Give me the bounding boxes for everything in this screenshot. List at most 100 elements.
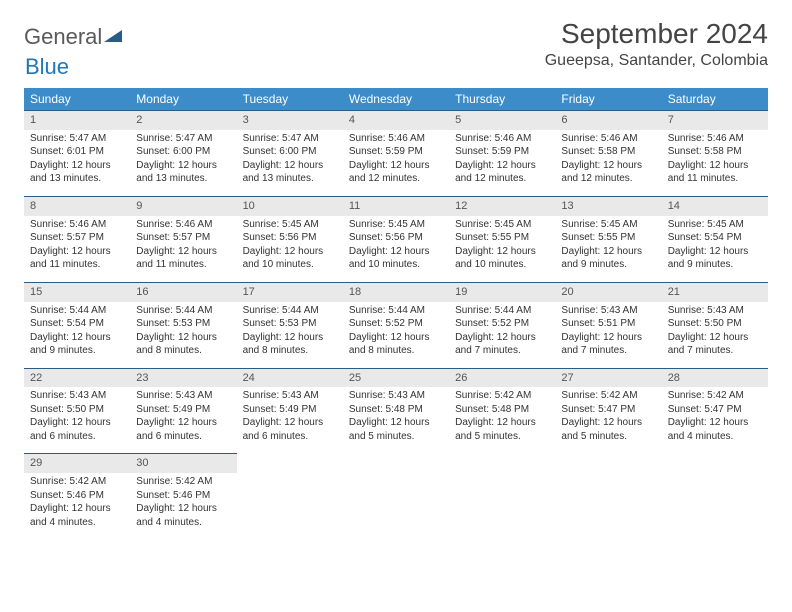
- calendar-day-cell: 29Sunrise: 5:42 AMSunset: 5:46 PMDayligh…: [24, 453, 130, 539]
- calendar-day-cell: 30Sunrise: 5:42 AMSunset: 5:46 PMDayligh…: [130, 453, 236, 539]
- calendar-head: SundayMondayTuesdayWednesdayThursdayFrid…: [24, 88, 768, 110]
- sunset-line: Sunset: 5:48 PM: [455, 403, 549, 417]
- daylight-line: Daylight: 12 hours and 13 minutes.: [243, 159, 337, 186]
- daylight-line: Daylight: 12 hours and 13 minutes.: [30, 159, 124, 186]
- brand-triangle-icon: [104, 24, 124, 50]
- day-number: 17: [237, 282, 343, 302]
- calendar-day-cell: 23Sunrise: 5:43 AMSunset: 5:49 PMDayligh…: [130, 368, 236, 454]
- day-body: Sunrise: 5:46 AMSunset: 5:58 PMDaylight:…: [662, 130, 768, 196]
- weekday-header: Wednesday: [343, 88, 449, 110]
- calendar-day-cell: 7Sunrise: 5:46 AMSunset: 5:58 PMDaylight…: [662, 110, 768, 196]
- sunrise-line: Sunrise: 5:43 AM: [243, 389, 337, 403]
- day-number: 3: [237, 110, 343, 130]
- sunrise-line: Sunrise: 5:45 AM: [561, 218, 655, 232]
- day-number: 16: [130, 282, 236, 302]
- calendar-day-cell: 1Sunrise: 5:47 AMSunset: 6:01 PMDaylight…: [24, 110, 130, 196]
- day-body: Sunrise: 5:44 AMSunset: 5:52 PMDaylight:…: [343, 302, 449, 368]
- day-number: 12: [449, 196, 555, 216]
- calendar-day-cell: 2Sunrise: 5:47 AMSunset: 6:00 PMDaylight…: [130, 110, 236, 196]
- sunset-line: Sunset: 5:46 PM: [136, 489, 230, 503]
- day-body: Sunrise: 5:46 AMSunset: 5:57 PMDaylight:…: [24, 216, 130, 282]
- daylight-line: Daylight: 12 hours and 4 minutes.: [136, 502, 230, 529]
- day-number: 18: [343, 282, 449, 302]
- calendar-day-cell: 18Sunrise: 5:44 AMSunset: 5:52 PMDayligh…: [343, 282, 449, 368]
- day-body: Sunrise: 5:44 AMSunset: 5:53 PMDaylight:…: [237, 302, 343, 368]
- weekday-row: SundayMondayTuesdayWednesdayThursdayFrid…: [24, 88, 768, 110]
- daylight-line: Daylight: 12 hours and 13 minutes.: [136, 159, 230, 186]
- calendar-day-cell: 24Sunrise: 5:43 AMSunset: 5:49 PMDayligh…: [237, 368, 343, 454]
- day-number: 2: [130, 110, 236, 130]
- daylight-line: Daylight: 12 hours and 10 minutes.: [243, 245, 337, 272]
- day-body: Sunrise: 5:43 AMSunset: 5:50 PMDaylight:…: [24, 387, 130, 453]
- sunrise-line: Sunrise: 5:42 AM: [30, 475, 124, 489]
- calendar-day-cell: 22Sunrise: 5:43 AMSunset: 5:50 PMDayligh…: [24, 368, 130, 454]
- sunset-line: Sunset: 5:50 PM: [668, 317, 762, 331]
- calendar-day-cell: 16Sunrise: 5:44 AMSunset: 5:53 PMDayligh…: [130, 282, 236, 368]
- day-body: Sunrise: 5:45 AMSunset: 5:55 PMDaylight:…: [449, 216, 555, 282]
- sunset-line: Sunset: 5:52 PM: [455, 317, 549, 331]
- calendar-day-cell: 9Sunrise: 5:46 AMSunset: 5:57 PMDaylight…: [130, 196, 236, 282]
- daylight-line: Daylight: 12 hours and 10 minutes.: [349, 245, 443, 272]
- weekday-header: Sunday: [24, 88, 130, 110]
- day-body: Sunrise: 5:44 AMSunset: 5:54 PMDaylight:…: [24, 302, 130, 368]
- sunrise-line: Sunrise: 5:46 AM: [30, 218, 124, 232]
- daylight-line: Daylight: 12 hours and 10 minutes.: [455, 245, 549, 272]
- day-number: 27: [555, 368, 661, 388]
- calendar-day-cell: 19Sunrise: 5:44 AMSunset: 5:52 PMDayligh…: [449, 282, 555, 368]
- day-number: 20: [555, 282, 661, 302]
- daylight-line: Daylight: 12 hours and 6 minutes.: [30, 416, 124, 443]
- day-body: Sunrise: 5:42 AMSunset: 5:46 PMDaylight:…: [24, 473, 130, 539]
- day-number: 8: [24, 196, 130, 216]
- sunrise-line: Sunrise: 5:44 AM: [455, 304, 549, 318]
- sunrise-line: Sunrise: 5:43 AM: [136, 389, 230, 403]
- calendar-day-cell: 20Sunrise: 5:43 AMSunset: 5:51 PMDayligh…: [555, 282, 661, 368]
- daylight-line: Daylight: 12 hours and 8 minutes.: [136, 331, 230, 358]
- weekday-header: Saturday: [662, 88, 768, 110]
- day-body: Sunrise: 5:45 AMSunset: 5:55 PMDaylight:…: [555, 216, 661, 282]
- day-number: 1: [24, 110, 130, 130]
- day-body: Sunrise: 5:47 AMSunset: 6:00 PMDaylight:…: [237, 130, 343, 196]
- calendar-week-row: 15Sunrise: 5:44 AMSunset: 5:54 PMDayligh…: [24, 282, 768, 368]
- sunset-line: Sunset: 5:47 PM: [561, 403, 655, 417]
- weekday-header: Tuesday: [237, 88, 343, 110]
- daylight-line: Daylight: 12 hours and 7 minutes.: [561, 331, 655, 358]
- daylight-line: Daylight: 12 hours and 9 minutes.: [561, 245, 655, 272]
- sunset-line: Sunset: 5:49 PM: [136, 403, 230, 417]
- sunrise-line: Sunrise: 5:44 AM: [30, 304, 124, 318]
- calendar-day-cell: 27Sunrise: 5:42 AMSunset: 5:47 PMDayligh…: [555, 368, 661, 454]
- daylight-line: Daylight: 12 hours and 9 minutes.: [668, 245, 762, 272]
- daylight-line: Daylight: 12 hours and 6 minutes.: [243, 416, 337, 443]
- calendar-day-cell: .: [555, 453, 661, 539]
- day-body: Sunrise: 5:43 AMSunset: 5:50 PMDaylight:…: [662, 302, 768, 368]
- sunrise-line: Sunrise: 5:45 AM: [349, 218, 443, 232]
- daylight-line: Daylight: 12 hours and 5 minutes.: [561, 416, 655, 443]
- sunrise-line: Sunrise: 5:47 AM: [243, 132, 337, 146]
- day-number: 25: [343, 368, 449, 388]
- sunrise-line: Sunrise: 5:42 AM: [455, 389, 549, 403]
- calendar-week-row: 1Sunrise: 5:47 AMSunset: 6:01 PMDaylight…: [24, 110, 768, 196]
- daylight-line: Daylight: 12 hours and 6 minutes.: [136, 416, 230, 443]
- sunrise-line: Sunrise: 5:45 AM: [243, 218, 337, 232]
- calendar-day-cell: 3Sunrise: 5:47 AMSunset: 6:00 PMDaylight…: [237, 110, 343, 196]
- day-body: Sunrise: 5:45 AMSunset: 5:54 PMDaylight:…: [662, 216, 768, 282]
- day-number: 4: [343, 110, 449, 130]
- sunrise-line: Sunrise: 5:46 AM: [349, 132, 443, 146]
- calendar-day-cell: 17Sunrise: 5:44 AMSunset: 5:53 PMDayligh…: [237, 282, 343, 368]
- sunset-line: Sunset: 5:54 PM: [668, 231, 762, 245]
- day-number: 5: [449, 110, 555, 130]
- calendar-table: SundayMondayTuesdayWednesdayThursdayFrid…: [24, 88, 768, 539]
- daylight-line: Daylight: 12 hours and 7 minutes.: [668, 331, 762, 358]
- sunrise-line: Sunrise: 5:44 AM: [349, 304, 443, 318]
- daylight-line: Daylight: 12 hours and 11 minutes.: [30, 245, 124, 272]
- calendar-day-cell: 12Sunrise: 5:45 AMSunset: 5:55 PMDayligh…: [449, 196, 555, 282]
- daylight-line: Daylight: 12 hours and 12 minutes.: [349, 159, 443, 186]
- calendar-day-cell: 21Sunrise: 5:43 AMSunset: 5:50 PMDayligh…: [662, 282, 768, 368]
- daylight-line: Daylight: 12 hours and 8 minutes.: [349, 331, 443, 358]
- sunset-line: Sunset: 5:56 PM: [243, 231, 337, 245]
- day-body: Sunrise: 5:44 AMSunset: 5:53 PMDaylight:…: [130, 302, 236, 368]
- daylight-line: Daylight: 12 hours and 9 minutes.: [30, 331, 124, 358]
- sunrise-line: Sunrise: 5:47 AM: [30, 132, 124, 146]
- calendar-day-cell: 25Sunrise: 5:43 AMSunset: 5:48 PMDayligh…: [343, 368, 449, 454]
- sunset-line: Sunset: 5:51 PM: [561, 317, 655, 331]
- day-body: Sunrise: 5:45 AMSunset: 5:56 PMDaylight:…: [343, 216, 449, 282]
